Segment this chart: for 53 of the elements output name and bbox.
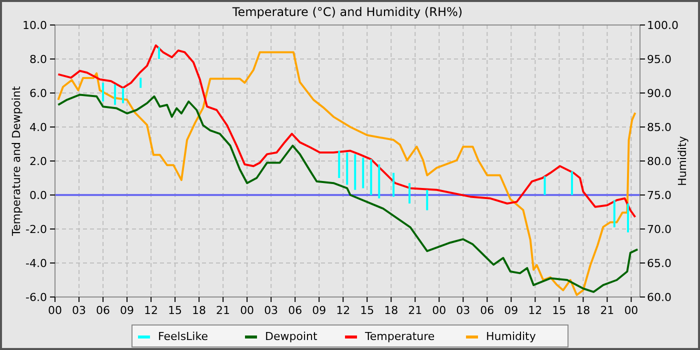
x-tick-label: 18 — [384, 304, 398, 317]
y2-tick-label: 90.0 — [647, 87, 672, 100]
x-tick-label: 03 — [72, 304, 86, 317]
y2-tick-label: 60.0 — [647, 291, 672, 304]
y2-tick-label: 80.0 — [647, 155, 672, 168]
y-tick-label: 6.0 — [30, 87, 47, 100]
y2-tick-label: 65.0 — [647, 257, 672, 270]
x-tick-label: 00 — [624, 304, 638, 317]
x-tick-label: 00 — [48, 304, 62, 317]
x-tick-label: 18 — [576, 304, 590, 317]
y-tick-label: -2.0 — [26, 223, 47, 236]
y2-tick-label: 95.0 — [647, 53, 672, 66]
legend-label: Humidity — [486, 330, 536, 343]
line-series — [57, 51, 636, 296]
x-tick-label: 09 — [504, 304, 518, 317]
y-tick-label: 8.0 — [30, 53, 47, 66]
x-tick-label: 21 — [216, 304, 230, 317]
y2-tick-label: 85.0 — [647, 121, 672, 134]
x-tick-label: 18 — [192, 304, 206, 317]
y-tick-label: -4.0 — [26, 257, 47, 270]
y2-tick-label: 75.0 — [647, 189, 672, 202]
line-series — [57, 44, 636, 218]
x-tick-label: 06 — [288, 304, 302, 317]
legend-label: FeelsLike — [158, 330, 208, 343]
y-tick-label: 10.0 — [22, 19, 47, 32]
x-tick-label: 00 — [432, 304, 446, 317]
line-series — [57, 94, 639, 293]
x-tick-label: 15 — [552, 304, 566, 317]
y2-tick-label: 100.0 — [647, 19, 678, 32]
x-tick-label: 00 — [240, 304, 254, 317]
x-tick-label: 12 — [528, 304, 542, 317]
x-tick-label: 03 — [264, 304, 278, 317]
y-tick-label: -6.0 — [26, 291, 47, 304]
x-tick-label: 21 — [408, 304, 422, 317]
x-tick-label: 21 — [600, 304, 614, 317]
x-tick-label: 09 — [120, 304, 134, 317]
y-tick-label: 0.0 — [30, 189, 47, 202]
chart-title: Temperature (°C) and Humidity (RH%) — [231, 5, 463, 19]
y-axis-title: Temperature and Dewpoint — [10, 85, 23, 237]
legend-label: Temperature — [364, 330, 435, 343]
x-tick-label: 03 — [456, 304, 470, 317]
x-tick-label: 12 — [144, 304, 158, 317]
x-tick-label: 06 — [96, 304, 110, 317]
x-tick-label: 09 — [312, 304, 326, 317]
x-tick-label: 15 — [360, 304, 374, 317]
y2-axis-title: Humidity — [676, 136, 689, 186]
y2-tick-label: 70.0 — [647, 223, 672, 236]
legend-label: Dewpoint — [265, 330, 318, 343]
y-tick-label: 4.0 — [30, 121, 47, 134]
x-tick-label: 15 — [168, 304, 182, 317]
x-tick-label: 12 — [336, 304, 350, 317]
y-tick-label: 2.0 — [30, 155, 47, 168]
x-tick-label: 06 — [480, 304, 494, 317]
